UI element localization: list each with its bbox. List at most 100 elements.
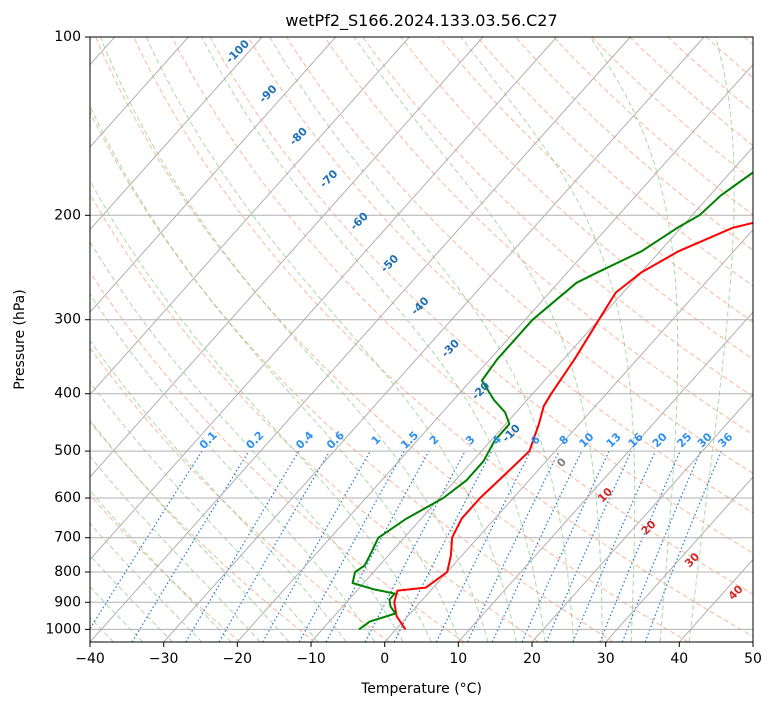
isotherm (90, 37, 558, 561)
y-tick-label: 1000 (45, 621, 81, 637)
mixing-ratio-line (393, 450, 493, 642)
dry-adiabat (362, 37, 753, 398)
y-tick-label: 600 (54, 490, 81, 506)
moist-adiabat-label: 0 (554, 455, 569, 470)
moist-adiabat (353, 37, 603, 642)
temperature-profile-line (393, 221, 753, 630)
plot-frame (89, 36, 754, 643)
x-tick-label: −10 (296, 651, 326, 667)
moist-adiabat-label: 10 (595, 485, 615, 505)
mixing-ratio-line (621, 450, 702, 642)
isotherm (90, 37, 263, 231)
mixing-ratio-label: 0.4 (293, 429, 316, 452)
isotherm (752, 641, 753, 642)
dry-adiabat-label: -40 (408, 294, 431, 317)
moist-adiabat (688, 37, 735, 642)
mixing-ratio-line (262, 450, 371, 642)
mixing-ratio-line (572, 450, 656, 642)
y-axis-label: Pressure (hPa) (12, 289, 28, 389)
dry-adiabat-label: -50 (378, 252, 401, 275)
dry-adiabat-label: -90 (256, 82, 279, 105)
dry-adiabat (90, 346, 390, 642)
mixing-ratio-label: 1 (369, 433, 384, 448)
x-tick-label: 20 (523, 651, 541, 667)
y-tick-label: 300 (54, 312, 81, 328)
axes: −40 −30 −20 −10 0 10 20 30 40 5010020030040050060… (45, 29, 762, 667)
y-tick-label: 400 (54, 386, 81, 402)
moist-adiabat (90, 455, 261, 642)
dry-adiabat (705, 37, 753, 79)
moist-adiabat (460, 37, 636, 642)
x-tick-label: −20 (223, 651, 253, 667)
mixing-ratio-line (364, 450, 466, 642)
isotherm (90, 37, 337, 313)
y-tick-label: 800 (54, 564, 81, 580)
moist-adiabat (90, 419, 290, 642)
moist-adiabat (99, 37, 489, 642)
dry-adiabat (591, 37, 753, 181)
dewpoint-profile-line (351, 171, 753, 631)
dry-adiabat-label: -100 (223, 37, 252, 66)
dry-adiabat (476, 37, 753, 287)
moist-adiabat (90, 179, 432, 642)
mixing-ratio-line (131, 450, 250, 642)
mixing-ratio-line (599, 450, 681, 642)
moist-adiabat-label: 40 (726, 582, 746, 602)
x-tick-label: −30 (149, 651, 179, 667)
x-tick-label: −40 (75, 651, 105, 667)
mixing-ratio-line (90, 450, 203, 630)
isotherm (90, 37, 484, 478)
dry-adiabat-label: -60 (348, 209, 371, 232)
x-tick-label: 10 (449, 651, 467, 667)
y-tick-label: 200 (54, 207, 81, 223)
dry-adiabat (171, 37, 753, 595)
dry-adiabat (90, 271, 465, 642)
mixing-ratio-line (491, 450, 583, 642)
x-axis-label: Temperature (°C) (360, 681, 482, 697)
dry-adiabat (743, 37, 753, 46)
isotherm (236, 63, 753, 642)
moist-adiabat (90, 522, 203, 642)
x-tick-label: 50 (744, 651, 762, 667)
chart-title: wetPf2_S166.2024.133.03.56.C27 (285, 11, 557, 31)
isotherm (457, 311, 753, 642)
dry-adiabat (285, 37, 753, 474)
mixing-ratio-label: 0.6 (324, 429, 347, 452)
dry-adiabat-label: -20 (469, 379, 492, 402)
isotherm (310, 146, 753, 642)
dry-adiabat (247, 37, 753, 514)
mixing-ratio-label: 0.1 (197, 429, 220, 452)
mixing-ratio-label: 3 (463, 433, 478, 448)
mixing-ratio-line (325, 450, 430, 642)
moist-adiabat (145, 37, 517, 642)
plot-area (90, 37, 753, 642)
mixing-ratio-label: 13 (604, 430, 624, 450)
dry-adiabat (90, 420, 315, 642)
mixing-ratio-line (644, 450, 722, 642)
isotherm (90, 37, 189, 148)
dry-adiabat (209, 37, 753, 554)
moist-adiabat (90, 339, 347, 642)
dry-adiabat (400, 37, 753, 360)
dry-adiabat (95, 37, 689, 642)
mixing-ratio-label: 1.5 (398, 429, 421, 452)
moist-adiabat (90, 489, 232, 642)
mixing-ratio-line (185, 450, 300, 642)
y-tick-label: 700 (54, 530, 81, 546)
y-tick-label: 500 (54, 443, 81, 459)
mixing-ratio-line (545, 450, 632, 642)
x-tick-label: 0 (380, 651, 389, 667)
mixing-ratio-line (298, 450, 405, 642)
dry-adiabat (667, 37, 753, 113)
y-tick-label: 100 (54, 29, 81, 45)
moist-adiabat (269, 37, 575, 642)
moist-adiabat (90, 586, 144, 642)
dry-adiabat-label: -70 (317, 167, 340, 190)
x-tick-label: 30 (597, 651, 615, 667)
moist-adiabat (90, 381, 319, 642)
moist-adiabat (201, 37, 546, 642)
moist-adiabat (90, 293, 376, 642)
moist-adiabat (90, 105, 461, 642)
moist-adiabat (90, 554, 173, 642)
